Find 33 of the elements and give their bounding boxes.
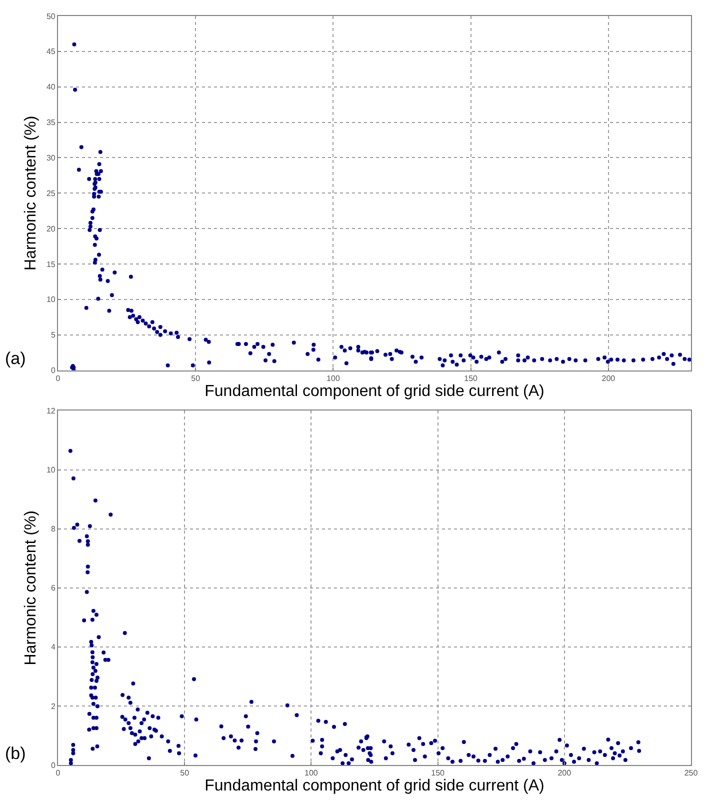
y-tick-label: 15	[46, 260, 56, 269]
x-tick-label: 200	[602, 374, 616, 383]
y-tick-label: 0	[50, 366, 56, 376]
x-tick-label: 50	[180, 768, 190, 778]
y-tick-label: 6	[50, 584, 56, 593]
x-tick-label: 150	[431, 768, 446, 778]
x-axis-title: Fundamental component of grid side current (A)	[204, 382, 544, 400]
y-tick-label: 40	[46, 82, 56, 92]
y-tick-label: 5	[50, 330, 56, 340]
x-axis-title: Fundamental component of grid side current (A)	[204, 778, 544, 795]
y-tick-label: 25	[46, 188, 56, 198]
y-tick-label: 10	[46, 295, 56, 304]
x-tick-label: 50	[191, 374, 201, 383]
text: (a)	[5, 349, 26, 368]
y-axis-title: Harmonic content (%)	[22, 116, 40, 270]
y-tick-label: 2	[50, 702, 56, 711]
y-tick-label: 45	[46, 47, 56, 56]
x-tick-label: 250	[684, 768, 698, 778]
x-tick-label: 100	[326, 374, 340, 383]
x-tick-label: 150	[464, 374, 478, 383]
y-tick-label: 10	[46, 466, 56, 475]
y-tick-label: 0	[50, 760, 56, 770]
y-axis-title: Harmonic content (%)	[22, 510, 40, 666]
y-tick-label: 12	[46, 406, 56, 416]
y-tick-label: 20	[46, 224, 56, 234]
y-tick-label: 50	[46, 12, 56, 21]
y-tick-label: 8	[50, 524, 56, 534]
x-tick-label: 100	[304, 768, 318, 778]
y-tick-label: 4	[50, 642, 56, 652]
y-tick-label: 30	[46, 154, 56, 163]
y-tick-label: 35	[46, 118, 56, 128]
text: (b)	[5, 744, 26, 763]
x-tick-label: 200	[558, 768, 572, 778]
